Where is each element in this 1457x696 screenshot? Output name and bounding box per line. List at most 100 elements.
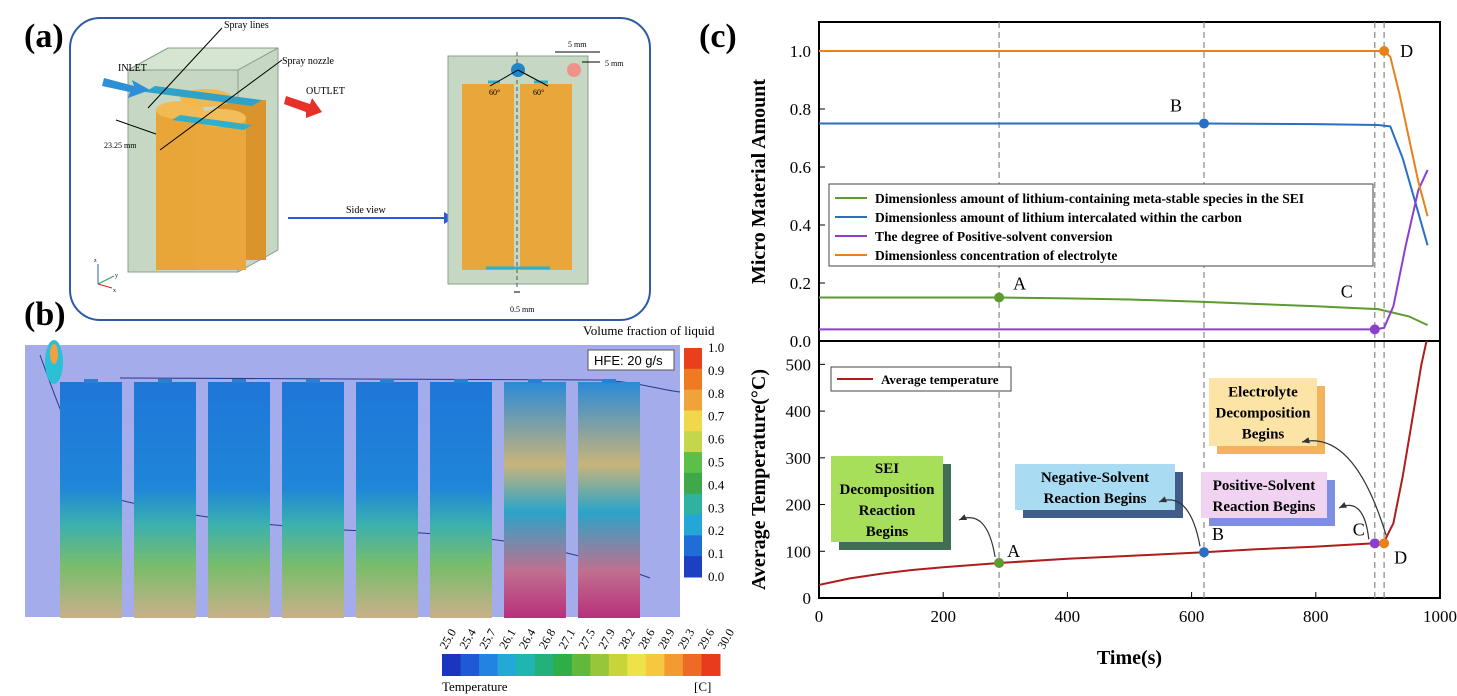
axis-triad-icon: z y x xyxy=(94,258,118,294)
top-ytick-label: 1.0 xyxy=(790,42,811,61)
vf-colorbar-title: Volume fraction of liquid xyxy=(583,323,715,338)
annotation-box-elec xyxy=(1209,378,1317,446)
battery-module-3d xyxy=(127,47,279,273)
top-ytick-label: 0.6 xyxy=(790,158,811,177)
hfe-label-box: HFE: 20 g/s xyxy=(587,349,675,371)
temp-tick: 25.0 xyxy=(436,626,459,651)
temp-tick: 25.7 xyxy=(476,626,499,651)
bottom-ytick-label: 0 xyxy=(803,589,812,608)
bottom-ytick-label: 200 xyxy=(786,496,812,515)
top-ytick-label: 0.8 xyxy=(790,100,811,119)
temp-tick: 27.5 xyxy=(575,626,598,651)
panel-label-a: (a) xyxy=(24,18,64,55)
xtick-label: 1000 xyxy=(1423,607,1457,626)
annotation-text-neg: Negative-Solvent xyxy=(1041,470,1149,486)
vf-tick: 0.1 xyxy=(708,546,724,561)
legend-label-3: Dimensionless concentration of electroly… xyxy=(875,248,1117,263)
annotation-arrowhead-elec xyxy=(1302,437,1310,444)
spray-core xyxy=(50,344,58,364)
annotation-arrowhead-neg xyxy=(1159,496,1167,503)
top-legend: Dimensionless amount of lithium-containi… xyxy=(828,183,1374,267)
vf-tick: 0.4 xyxy=(708,477,725,492)
top-marker-C xyxy=(1369,324,1380,335)
vf-swatch-8 xyxy=(684,514,702,536)
temp-tick: 27.9 xyxy=(595,626,618,651)
vf-swatch-2 xyxy=(684,389,702,411)
top-marker-label-B: B xyxy=(1170,96,1182,116)
annotation-box-pos xyxy=(1201,472,1327,518)
top-series-line-0 xyxy=(819,296,1429,327)
top-marker-label-C: C xyxy=(1341,281,1353,301)
spray-nozzle-label: Spray nozzle xyxy=(282,56,334,67)
side-view-module xyxy=(447,51,600,293)
battery-cell-4 xyxy=(282,382,344,618)
annotation-text-elec: Decomposition xyxy=(1216,406,1312,422)
annotation-text-sei: Reaction xyxy=(859,503,916,519)
legend-label-2: The degree of Positive-solvent conversio… xyxy=(875,229,1113,244)
temp-swatch-6 xyxy=(553,654,573,676)
annotation-box-neg xyxy=(1015,464,1175,510)
vf-tick: 0.3 xyxy=(708,500,724,515)
temperature-label: Temperature xyxy=(442,679,508,694)
cell-cap-8 xyxy=(602,379,616,383)
temperature-unit: [C] xyxy=(694,679,711,694)
annotation-arrow-elec xyxy=(1301,440,1387,536)
panel-label-b: (b) xyxy=(24,296,66,333)
dim-5a-label: 5 mm xyxy=(568,40,587,49)
battery-cell-1 xyxy=(60,382,122,618)
vf-swatch-4 xyxy=(684,431,702,453)
temp-tick: 29.3 xyxy=(675,626,698,651)
temp-tick: 28.6 xyxy=(635,626,658,651)
bottom-marker-label-A: A xyxy=(1007,541,1020,561)
battery-cell-3 xyxy=(208,382,270,618)
top-marker-A xyxy=(994,292,1005,303)
temp-swatch-3 xyxy=(497,654,517,676)
legend-label-0: Dimensionless amount of lithium-containi… xyxy=(875,191,1304,206)
annotation-text-sei: Decomposition xyxy=(840,482,936,498)
panel-c-chart: 0.0 0.2 0.4 0.6 0.8 1.0 0 100 200 300 400 500 0 200 40… xyxy=(748,21,1457,669)
annotation-text-pos: Positive-Solvent xyxy=(1213,478,1316,494)
top-ytick-label: 0.2 xyxy=(790,274,811,293)
battery-cell-6 xyxy=(430,382,492,618)
cell-cap-6 xyxy=(454,379,468,383)
bottom-ytick-label: 100 xyxy=(786,542,812,561)
vf-colorbar: 1.0 0.9 0.8 0.7 0.6 0.5 0.4 0.3 0.2 0.1 0.0 xyxy=(684,340,725,584)
battery-cell-5 xyxy=(356,382,418,618)
temp-swatch-11 xyxy=(645,654,665,676)
xtick-label: 400 xyxy=(1055,607,1081,626)
vf-swatch-0 xyxy=(684,348,702,370)
temp-swatch-1 xyxy=(460,654,480,676)
temperature-colorbar: 25.025.425.726.126.426.827.127.527.928.2… xyxy=(436,626,735,676)
vf-swatch-5 xyxy=(684,452,702,474)
dim-05-label: 0.5 mm xyxy=(510,305,535,314)
temp-tick: 26.8 xyxy=(536,626,559,651)
outlet-label: OUTLET xyxy=(306,86,345,97)
temp-tick: 25.4 xyxy=(456,626,479,651)
vf-tick: 0.0 xyxy=(708,569,724,584)
temp-swatch-10 xyxy=(627,654,647,676)
bottom-legend: Average temperature xyxy=(830,366,1012,392)
battery-cells xyxy=(45,340,640,618)
bottom-marker-C xyxy=(1369,538,1380,549)
top-series-line-3 xyxy=(819,50,1429,217)
vf-tick: 1.0 xyxy=(708,340,724,355)
bottom-marker-label-D: D xyxy=(1394,547,1407,567)
annotation-box-sei xyxy=(831,456,943,542)
spray-lines-label: Spray lines xyxy=(224,20,269,31)
axis-z-label: z xyxy=(94,258,97,264)
temp-tick: 30.0 xyxy=(714,626,735,651)
temp-swatch-2 xyxy=(479,654,499,676)
annotation-text-pos: Reaction Begins xyxy=(1213,499,1316,515)
top-series-line-2 xyxy=(819,169,1429,331)
top-y-axis-title: Micro Material Amount xyxy=(748,79,770,284)
temp-swatch-9 xyxy=(608,654,628,676)
battery-cell-8 xyxy=(578,382,640,618)
annotation-arrowhead-pos xyxy=(1339,501,1347,508)
cell-cap-2 xyxy=(158,379,172,383)
annotation-arrowhead-sei xyxy=(959,514,967,520)
dim-5b-label: 5 mm xyxy=(605,59,624,68)
temp-tick: 26.1 xyxy=(496,626,519,651)
temp-tick: 26.4 xyxy=(516,626,539,651)
bottom-y-axis-title: Average Temperature(°C) xyxy=(748,369,770,590)
cell-cap-4 xyxy=(306,379,320,383)
